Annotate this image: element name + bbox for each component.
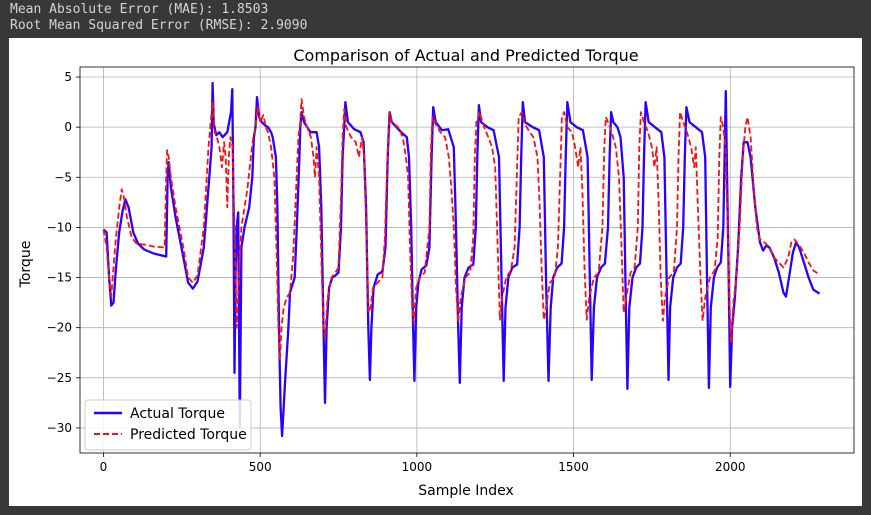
y-ticks: 5 0 −5 −10 −15 −20 −25 −30 bbox=[47, 70, 80, 435]
y-tick-label: −10 bbox=[47, 220, 72, 234]
grid-lines bbox=[80, 67, 854, 453]
legend-label-predicted: Predicted Torque bbox=[130, 427, 247, 443]
chart-figure: Comparison of Actual and Predicted Torqu… bbox=[9, 38, 862, 506]
plot-frame bbox=[79, 66, 855, 454]
mae-line: Mean Absolute Error (MAE): 1.8503 bbox=[10, 2, 269, 17]
y-tick-label: −25 bbox=[47, 371, 72, 385]
y-tick-label: −30 bbox=[47, 421, 72, 435]
predicted-torque-line bbox=[102, 98, 820, 361]
chart-title: Comparison of Actual and Predicted Torqu… bbox=[293, 46, 638, 65]
y-tick-label: −20 bbox=[47, 321, 72, 335]
x-ticks: 0 500 1000 1500 2000 bbox=[100, 453, 746, 474]
actual-torque-line bbox=[102, 81, 821, 438]
legend: Actual Torque Predicted Torque bbox=[84, 399, 252, 451]
x-tick-label: 1500 bbox=[558, 460, 589, 474]
rmse-line: Root Mean Squared Error (RMSE): 2.9090 bbox=[10, 18, 308, 33]
y-tick-label: 0 bbox=[64, 120, 72, 134]
x-axis-label: Sample Index bbox=[418, 483, 513, 499]
x-tick-label: 0 bbox=[100, 460, 108, 474]
x-tick-label: 500 bbox=[249, 460, 272, 474]
y-tick-label: 5 bbox=[64, 70, 72, 84]
console-output: Mean Absolute Error (MAE): 1.8503 Root M… bbox=[0, 0, 871, 38]
legend-label-actual: Actual Torque bbox=[130, 406, 225, 422]
chart-svg: Comparison of Actual and Predicted Torqu… bbox=[18, 46, 855, 499]
legend-box bbox=[84, 399, 252, 451]
y-tick-label: −5 bbox=[54, 170, 72, 184]
y-axis-label: Torque bbox=[18, 241, 34, 289]
x-tick-label: 2000 bbox=[715, 460, 746, 474]
y-tick-label: −15 bbox=[47, 271, 72, 285]
x-tick-label: 1000 bbox=[402, 460, 433, 474]
series-layer bbox=[102, 81, 821, 438]
